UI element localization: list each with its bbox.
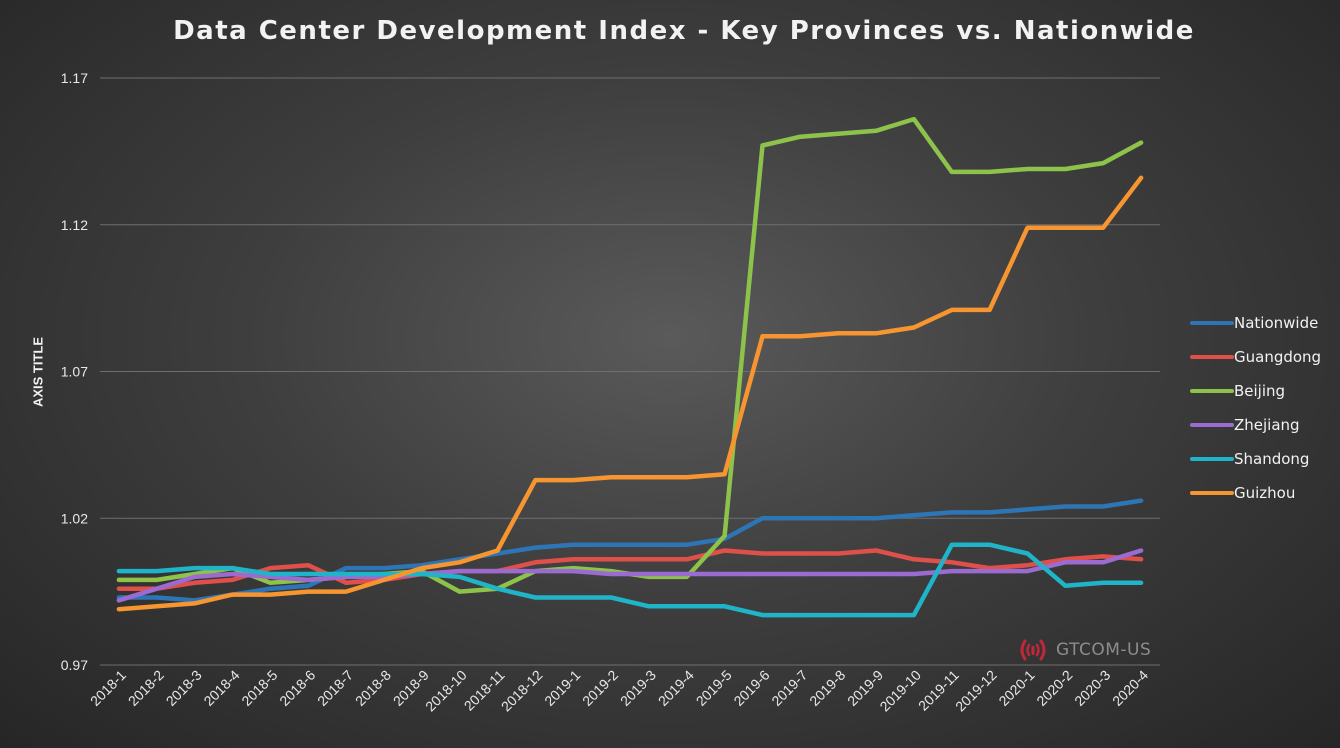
- watermark: GTCOM-US: [1018, 637, 1151, 663]
- x-tick-label: 2020-1: [995, 667, 1037, 709]
- signal-broadcast-icon: [1020, 639, 1046, 661]
- legend-item-nationwide: Nationwide: [1190, 306, 1335, 340]
- x-tick-label: 2019-6: [730, 667, 772, 709]
- series-line-nationwide: [116, 498, 1144, 603]
- x-tick-label: 2020-2: [1033, 667, 1075, 709]
- watermark-text: GTCOM-US: [1056, 640, 1152, 660]
- legend-label: Beijing: [1234, 382, 1286, 400]
- legend-item-beijing: Beijing: [1190, 374, 1335, 408]
- series-line-beijing: [116, 116, 1144, 594]
- legend-swatch: [1190, 355, 1234, 359]
- legend-swatch: [1190, 321, 1234, 325]
- x-tick-label: 2020-3: [1071, 667, 1113, 709]
- x-tick-label: 2019-5: [693, 667, 735, 709]
- series-line-guangdong: [116, 548, 1144, 591]
- legend-label: Nationwide: [1234, 314, 1319, 332]
- x-tick-label: 2018-4: [200, 667, 242, 709]
- chart-title: Data Center Development Index - Key Prov…: [173, 16, 1195, 46]
- y-tick-label: 1.12: [61, 217, 88, 233]
- legend-item-guangdong: Guangdong: [1190, 340, 1335, 374]
- x-tick-label: 2018-10: [422, 667, 470, 715]
- legend-swatch: [1190, 457, 1234, 461]
- legend-swatch: [1190, 491, 1234, 495]
- x-tick-label: 2019-1: [541, 667, 583, 709]
- legend-label: Guangdong: [1234, 348, 1322, 366]
- legend-label: Shandong: [1234, 450, 1310, 468]
- series-line-shandong: [116, 542, 1144, 618]
- series-line-guizhou: [116, 175, 1144, 612]
- y-tick-label: 1.07: [61, 364, 88, 380]
- legend-label: Zhejiang: [1234, 416, 1300, 434]
- x-tick-label: 2020-4: [1109, 667, 1151, 709]
- legend-label: Guizhou: [1234, 484, 1296, 502]
- x-tick-label: 2019-12: [952, 667, 1000, 715]
- x-tick-label: 2018-6: [276, 667, 318, 709]
- x-tick-label: 2018-7: [314, 667, 356, 709]
- y-tick-label: 1.02: [61, 510, 88, 526]
- legend-swatch: [1190, 423, 1234, 427]
- x-tick-label: 2019-3: [617, 667, 659, 709]
- y-tick-label: 1.17: [61, 70, 88, 86]
- x-tick-label: 2018-5: [238, 667, 280, 709]
- legend-item-zhejiang: Zhejiang: [1190, 408, 1335, 442]
- legend-item-shandong: Shandong: [1190, 442, 1335, 476]
- x-tick-label: 2019-2: [579, 667, 621, 709]
- x-tick-label: 2019-7: [768, 667, 810, 709]
- x-tick-label: 2018-3: [163, 667, 205, 709]
- legend-item-guizhou: Guizhou: [1190, 476, 1335, 510]
- y-tick-label: 0.97: [61, 657, 88, 673]
- legend-swatch: [1190, 389, 1234, 393]
- x-tick-label: 2018-8: [352, 667, 394, 709]
- x-tick-label: 2019-10: [876, 667, 924, 715]
- x-tick-label: 2019-4: [655, 667, 697, 709]
- x-tick-label: 2018-12: [498, 667, 546, 715]
- legend: Nationwide Guangdong Beijing Zhejiang Shando…: [1190, 306, 1335, 510]
- x-tick-label: 2018-2: [125, 667, 167, 709]
- series-line-zhejiang: [116, 548, 1144, 603]
- x-tick-label: 2018-1: [87, 667, 129, 709]
- x-tick-label: 2019-8: [806, 667, 848, 709]
